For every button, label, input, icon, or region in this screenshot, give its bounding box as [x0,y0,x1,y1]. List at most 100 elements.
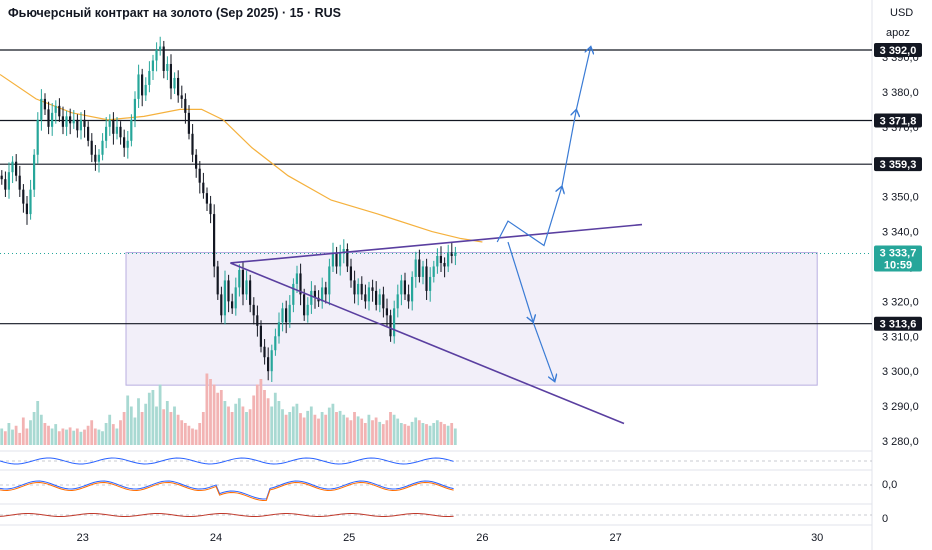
candle-body [29,189,32,215]
candle-body [270,350,273,372]
volume-bar [417,420,421,445]
volume-bar [327,407,331,445]
candle-body [425,266,428,291]
currency-label[interactable]: USD [890,7,914,19]
candle-body [148,70,151,85]
volume-bar [270,406,274,445]
indicator-line [0,480,454,500]
candle-body [33,154,36,190]
volume-bar [169,412,173,445]
candle-body [443,262,446,267]
candle-body [141,74,144,96]
candle-body [227,280,230,302]
candle-body [133,98,136,120]
level-price-tag[interactable] [874,316,922,331]
countdown-timer: 10:59 [884,260,912,272]
volume-bar [191,428,194,445]
volume-bar [234,403,238,445]
volume-bar [75,428,79,445]
candle-body [191,133,194,155]
candle-body [36,119,39,155]
candle-body [378,294,381,305]
volume-bar [32,412,36,445]
volume-bar [288,412,292,445]
candle-body [306,304,309,316]
trendline[interactable] [230,262,625,425]
volume-bar [104,423,108,445]
volume-bar [36,401,40,445]
volume-bar [155,406,158,445]
volume-bar [61,428,65,445]
candle-body [353,280,356,295]
volume-bar [245,412,248,445]
level-price-tag[interactable] [874,157,922,172]
candle-body [79,119,82,131]
projection-arrow[interactable] [575,47,590,110]
volume-bar [129,406,133,445]
volume-bar [378,421,382,445]
candle-body [216,266,219,295]
candle-body [151,60,154,71]
candle-body [367,287,370,302]
candle-body [115,126,118,134]
chart-title: Фьючерсный контракт на золото (Sep 2025)… [8,6,341,20]
volume-bar [291,406,295,445]
level-price-text: 3 371,8 [880,116,917,128]
candle-body [432,266,435,277]
volume-bar [414,417,418,445]
candle-body [47,109,50,127]
volume-bar [93,428,97,445]
projection-arrow[interactable] [532,322,555,381]
volume-bar [111,424,115,445]
volume-bar [79,431,83,445]
candle-body [180,95,183,99]
range-zone[interactable] [125,251,818,386]
candle-body [162,46,165,71]
volume-bar [21,417,25,445]
volume-bar [54,424,58,445]
candle-body [83,119,86,127]
y-tick-label: 3 340,0 [882,227,919,239]
volume-bar [396,418,400,445]
candle-body [101,140,104,155]
volume-bar [43,423,47,445]
candle-body [223,280,226,316]
candle-body [407,294,410,302]
candle-body [288,304,291,323]
volume-bar [144,403,148,445]
y-tick-label: 3 310,0 [882,331,919,343]
projection-arrow[interactable] [561,109,576,187]
volume-bar [72,430,76,445]
candle-body [389,315,392,337]
trendline[interactable] [230,223,643,264]
candle-body [112,119,115,134]
level-price-tag[interactable] [874,43,922,58]
candle-body [357,283,360,295]
candle-body [335,252,338,267]
volume-bar [25,428,29,445]
candle-body [90,140,93,155]
volume-bar [133,417,137,445]
projection-arrow[interactable] [507,241,533,322]
volume-bar [299,413,302,445]
volume-bar [86,425,90,445]
volume-bar [11,429,14,445]
user-label: apoz [886,27,910,39]
volume-bar [371,420,374,445]
candle-body [439,255,442,263]
volume-bar [381,424,385,445]
volume-bar [273,392,277,445]
y-tick-label: 3 290,0 [882,401,919,413]
volume-bar [205,373,209,445]
candle-body [234,287,237,309]
candle-body [371,287,374,291]
volume-bar [29,420,32,445]
candle-body [313,290,316,298]
x-tick-label: 30 [811,532,823,544]
volume-bar [331,403,335,445]
candle-body [310,290,313,305]
projection-arrow[interactable] [496,186,562,247]
level-price-tag[interactable] [874,113,922,128]
candle-body [396,294,399,309]
